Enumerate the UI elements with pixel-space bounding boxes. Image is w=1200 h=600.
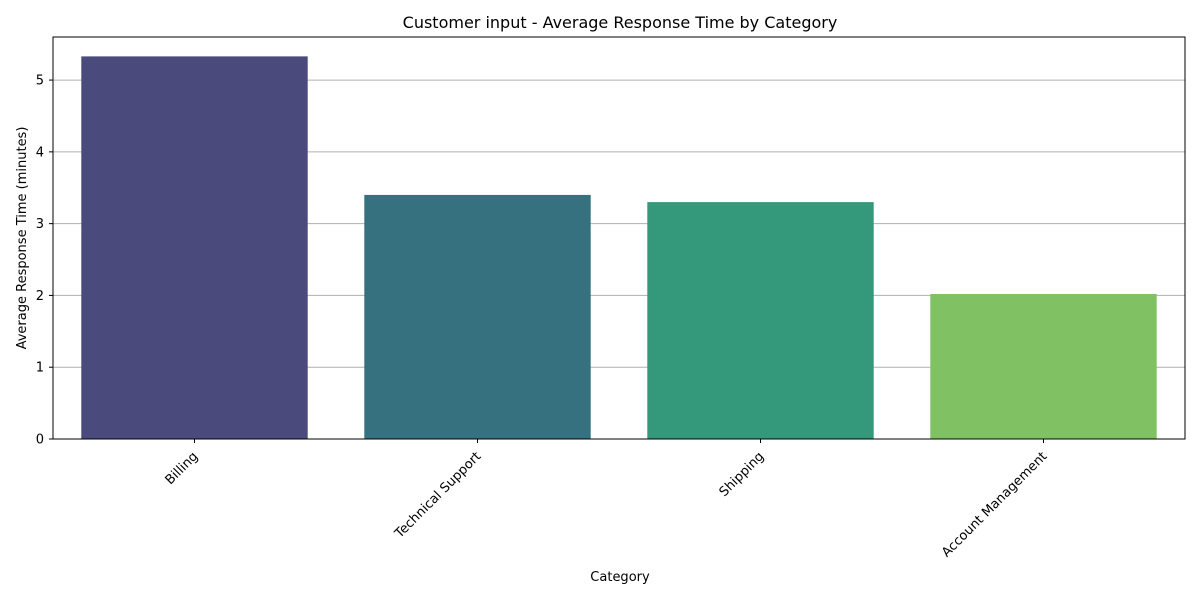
y-tick-label: 3 bbox=[36, 217, 44, 232]
plot-frame bbox=[52, 36, 1186, 440]
y-tick-label: 5 bbox=[36, 74, 44, 89]
bar-shipping bbox=[647, 202, 874, 439]
bar-technical-support bbox=[364, 194, 591, 439]
y-axis-ticks: 0 1 2 3 4 5 bbox=[36, 74, 53, 448]
y-tick-label: 1 bbox=[36, 361, 44, 376]
bars bbox=[81, 56, 1157, 439]
y-tick-label: 4 bbox=[36, 145, 44, 160]
bar-billing bbox=[81, 56, 308, 439]
y-tick-label: 2 bbox=[36, 289, 44, 304]
y-axis-label: Average Response Time (minutes) bbox=[15, 127, 30, 350]
y-tick-label: 0 bbox=[36, 433, 44, 448]
x-axis-label: Category bbox=[590, 570, 650, 585]
bar-account-management bbox=[930, 293, 1157, 439]
chart-title: Customer input - Average Response Time b… bbox=[403, 13, 838, 32]
